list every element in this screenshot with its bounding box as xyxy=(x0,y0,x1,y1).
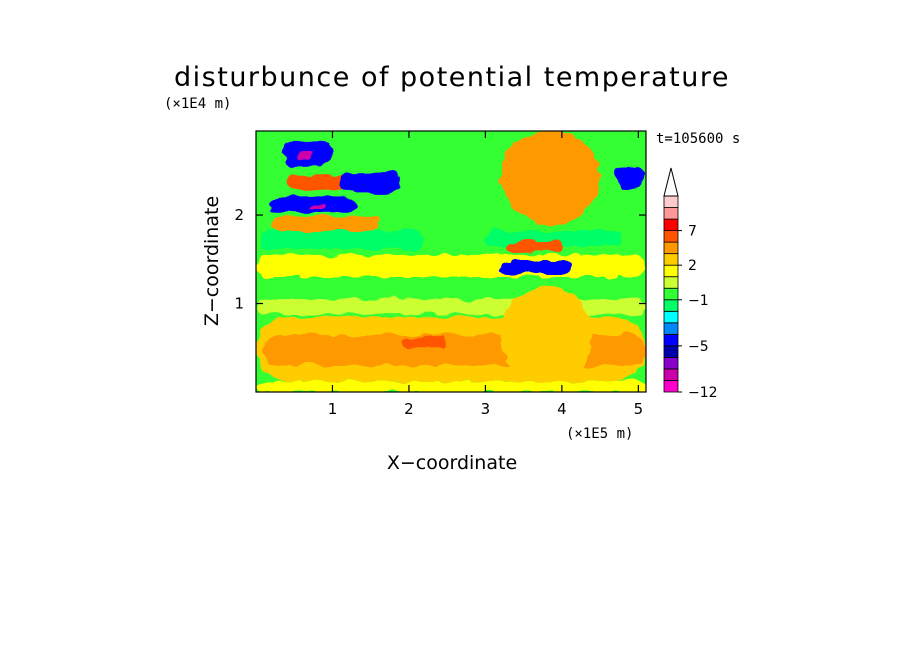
x-tick-label: 3 xyxy=(481,400,491,418)
chart-title: disturbunce of potential temperature xyxy=(174,62,730,93)
x-tick-label: 5 xyxy=(634,400,644,418)
x-tick-label: 4 xyxy=(557,400,567,418)
colorbar: −12−5−127 xyxy=(663,167,718,401)
contour-region-13 xyxy=(286,175,356,191)
colorbar-swatch xyxy=(663,253,679,266)
plot-field xyxy=(256,131,646,392)
contour-region-17 xyxy=(500,131,601,224)
contour-region-9 xyxy=(508,241,562,253)
colorbar-swatch xyxy=(663,207,679,220)
contour-region-5 xyxy=(256,254,646,277)
contour-region-12 xyxy=(309,202,325,208)
colorbar-swatch xyxy=(663,264,679,278)
colorbar-swatch xyxy=(663,195,679,208)
colorbar-swatch xyxy=(663,230,679,243)
contour-region-0 xyxy=(256,381,646,392)
y-tick-label: 2 xyxy=(234,206,244,224)
colorbar-tick-label: −5 xyxy=(688,339,709,355)
contour-region-16 xyxy=(298,151,314,161)
x-unit-label: (×1E5 m) xyxy=(566,426,633,442)
colorbar-swatch xyxy=(663,276,679,289)
colorbar-swatch xyxy=(663,368,679,381)
colorbar-swatch xyxy=(663,333,679,347)
colorbar-swatch xyxy=(663,357,679,370)
x-axis-label: X−coordinate xyxy=(387,452,517,474)
colorbar-swatch xyxy=(663,380,679,393)
colorbar-swatch xyxy=(663,310,679,324)
colorbar-tick-label: 7 xyxy=(688,224,697,240)
time-label: t=105600 s xyxy=(656,131,740,147)
plot-frame xyxy=(255,130,647,393)
y-unit-label: (×1E4 m) xyxy=(164,96,231,112)
colorbar-tick-label: −12 xyxy=(688,385,718,401)
contour-region-8 xyxy=(500,261,570,274)
contour-region-10 xyxy=(271,216,379,231)
contour-region-19 xyxy=(500,285,593,384)
colorbar-swatch xyxy=(663,218,679,231)
x-tick-label: 2 xyxy=(404,400,414,418)
y-tick-label: 1 xyxy=(234,295,244,313)
y-axis-label: Z−coordinate xyxy=(201,196,223,326)
y-axis: 12 xyxy=(234,206,646,313)
x-tick-label: 1 xyxy=(328,400,338,418)
colorbar-swatch xyxy=(663,299,679,312)
colorbar-swatch xyxy=(663,241,679,255)
colorbar-tick-label: 2 xyxy=(688,258,697,274)
colorbar-extension-arrow xyxy=(663,167,679,197)
x-axis: 1 2 3 4 5 xyxy=(328,131,643,418)
contour-region-6 xyxy=(259,230,425,249)
colorbar-swatch xyxy=(663,345,679,358)
colorbar-tick-label: −1 xyxy=(688,293,709,309)
contour-region-14 xyxy=(340,172,402,193)
contour-region-3 xyxy=(401,337,448,348)
field-contours xyxy=(256,131,646,392)
colorbar-swatch xyxy=(663,287,679,301)
colorbar-swatch xyxy=(663,322,679,335)
contour-region-18 xyxy=(615,166,646,189)
